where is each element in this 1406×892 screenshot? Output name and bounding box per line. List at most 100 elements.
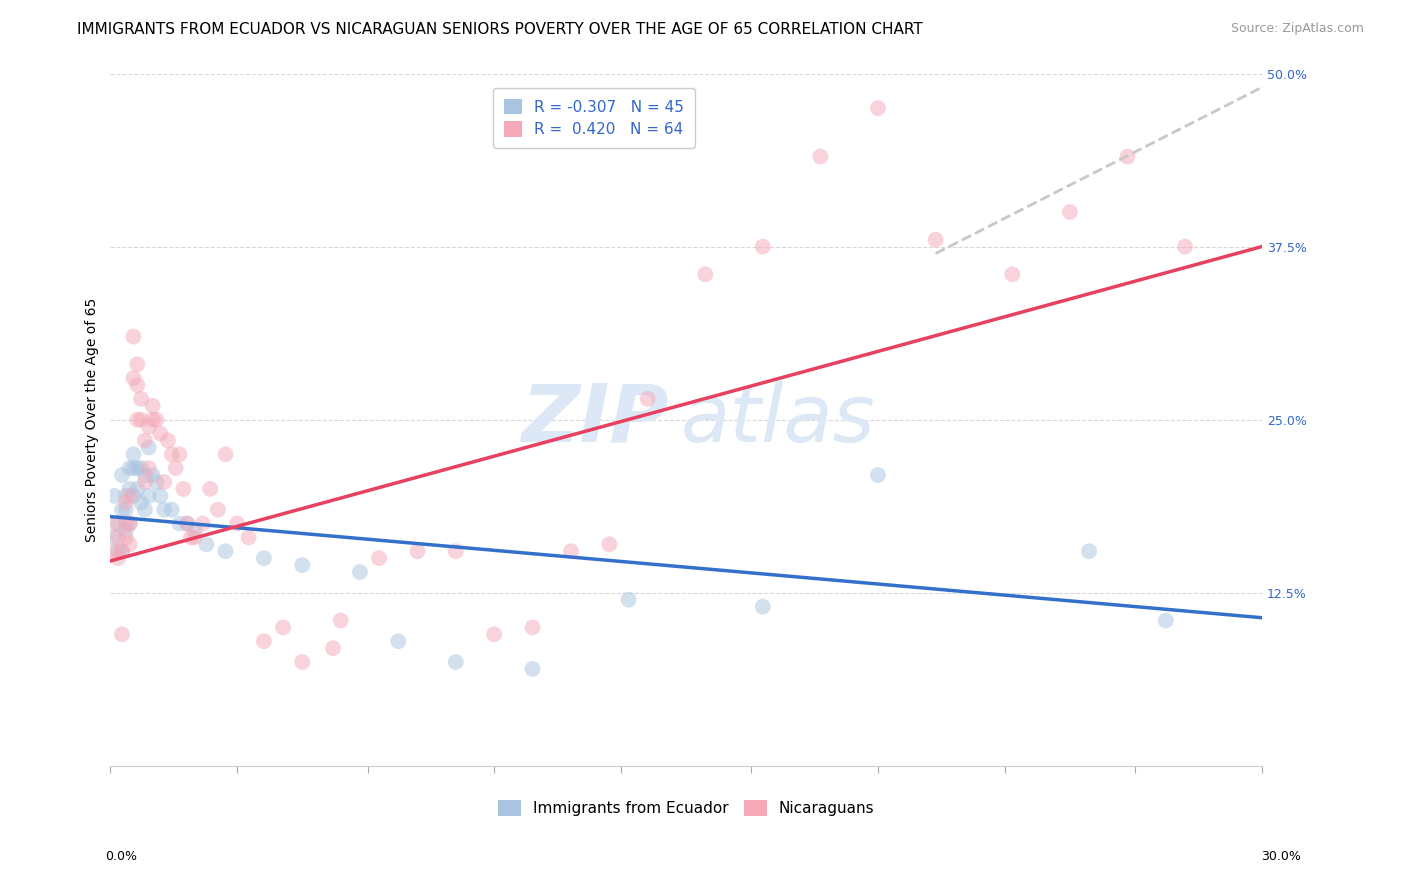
Point bbox=[752, 239, 775, 253]
Point bbox=[149, 426, 172, 441]
Point bbox=[134, 502, 156, 516]
Point bbox=[184, 524, 207, 538]
Point bbox=[184, 530, 207, 544]
Point bbox=[866, 101, 889, 115]
Point bbox=[118, 489, 141, 503]
Point bbox=[103, 544, 125, 558]
Point bbox=[134, 434, 156, 448]
Text: 0.0%: 0.0% bbox=[105, 850, 138, 863]
Point bbox=[153, 475, 176, 489]
Point bbox=[198, 482, 221, 496]
Point bbox=[129, 496, 152, 510]
Point bbox=[214, 447, 236, 461]
Point bbox=[118, 537, 141, 551]
Point bbox=[122, 329, 145, 343]
Point bbox=[160, 447, 183, 461]
Point bbox=[138, 441, 160, 455]
Point bbox=[122, 447, 145, 461]
Point bbox=[617, 592, 640, 607]
Point bbox=[142, 468, 165, 483]
Text: IMMIGRANTS FROM ECUADOR VS NICARAGUAN SENIORS POVERTY OVER THE AGE OF 65 CORRELA: IMMIGRANTS FROM ECUADOR VS NICARAGUAN SE… bbox=[77, 22, 924, 37]
Point bbox=[176, 516, 198, 531]
Point bbox=[107, 530, 129, 544]
Point bbox=[291, 558, 314, 573]
Point bbox=[118, 516, 141, 531]
Point bbox=[349, 565, 371, 579]
Point bbox=[271, 620, 294, 634]
Point bbox=[107, 544, 129, 558]
Point bbox=[195, 537, 218, 551]
Point bbox=[107, 516, 129, 531]
Point bbox=[1174, 239, 1197, 253]
Y-axis label: Seniors Poverty Over the Age of 65: Seniors Poverty Over the Age of 65 bbox=[86, 298, 100, 541]
Point bbox=[127, 461, 149, 475]
Point bbox=[368, 551, 391, 566]
Point bbox=[118, 461, 141, 475]
Point bbox=[114, 496, 136, 510]
Point bbox=[238, 530, 260, 544]
Point bbox=[180, 530, 202, 544]
Point bbox=[207, 502, 229, 516]
Text: ZIP: ZIP bbox=[522, 381, 669, 458]
Point bbox=[810, 150, 832, 164]
Point bbox=[482, 627, 505, 641]
Point bbox=[695, 268, 717, 282]
Point bbox=[924, 233, 946, 247]
Point bbox=[169, 516, 191, 531]
Point bbox=[322, 641, 344, 656]
Point bbox=[329, 614, 352, 628]
Point bbox=[138, 419, 160, 434]
Point bbox=[153, 502, 176, 516]
Point bbox=[142, 413, 165, 427]
Point bbox=[111, 544, 134, 558]
Point bbox=[127, 413, 149, 427]
Point bbox=[522, 662, 544, 676]
Point bbox=[145, 413, 167, 427]
Point bbox=[169, 447, 191, 461]
Point bbox=[866, 468, 889, 483]
Point bbox=[191, 516, 214, 531]
Point bbox=[134, 475, 156, 489]
Point bbox=[253, 634, 276, 648]
Point bbox=[752, 599, 775, 614]
Point bbox=[103, 489, 125, 503]
Point bbox=[127, 482, 149, 496]
Point bbox=[118, 482, 141, 496]
Point bbox=[165, 461, 187, 475]
Point bbox=[118, 516, 141, 531]
Point bbox=[149, 489, 172, 503]
Point bbox=[560, 544, 582, 558]
Point bbox=[1059, 205, 1081, 219]
Legend: Immigrants from Ecuador, Nicaraguans: Immigrants from Ecuador, Nicaraguans bbox=[491, 793, 882, 824]
Point bbox=[160, 502, 183, 516]
Point bbox=[114, 489, 136, 503]
Point bbox=[444, 544, 467, 558]
Point bbox=[114, 516, 136, 531]
Point bbox=[111, 468, 134, 483]
Point bbox=[122, 489, 145, 503]
Point bbox=[111, 627, 134, 641]
Point bbox=[114, 530, 136, 544]
Point bbox=[111, 502, 134, 516]
Point bbox=[291, 655, 314, 669]
Point bbox=[142, 399, 165, 413]
Point bbox=[226, 516, 249, 531]
Point bbox=[637, 392, 659, 406]
Point bbox=[145, 475, 167, 489]
Point bbox=[1001, 268, 1024, 282]
Point bbox=[156, 434, 179, 448]
Point bbox=[122, 461, 145, 475]
Point bbox=[214, 544, 236, 558]
Point bbox=[122, 371, 145, 385]
Point bbox=[127, 357, 149, 371]
Point bbox=[129, 413, 152, 427]
Point bbox=[1078, 544, 1101, 558]
Point bbox=[387, 634, 409, 648]
Point bbox=[406, 544, 429, 558]
Point bbox=[172, 482, 194, 496]
Point bbox=[176, 516, 198, 531]
Point bbox=[114, 524, 136, 538]
Point bbox=[103, 530, 125, 544]
Point bbox=[253, 551, 276, 566]
Point bbox=[522, 620, 544, 634]
